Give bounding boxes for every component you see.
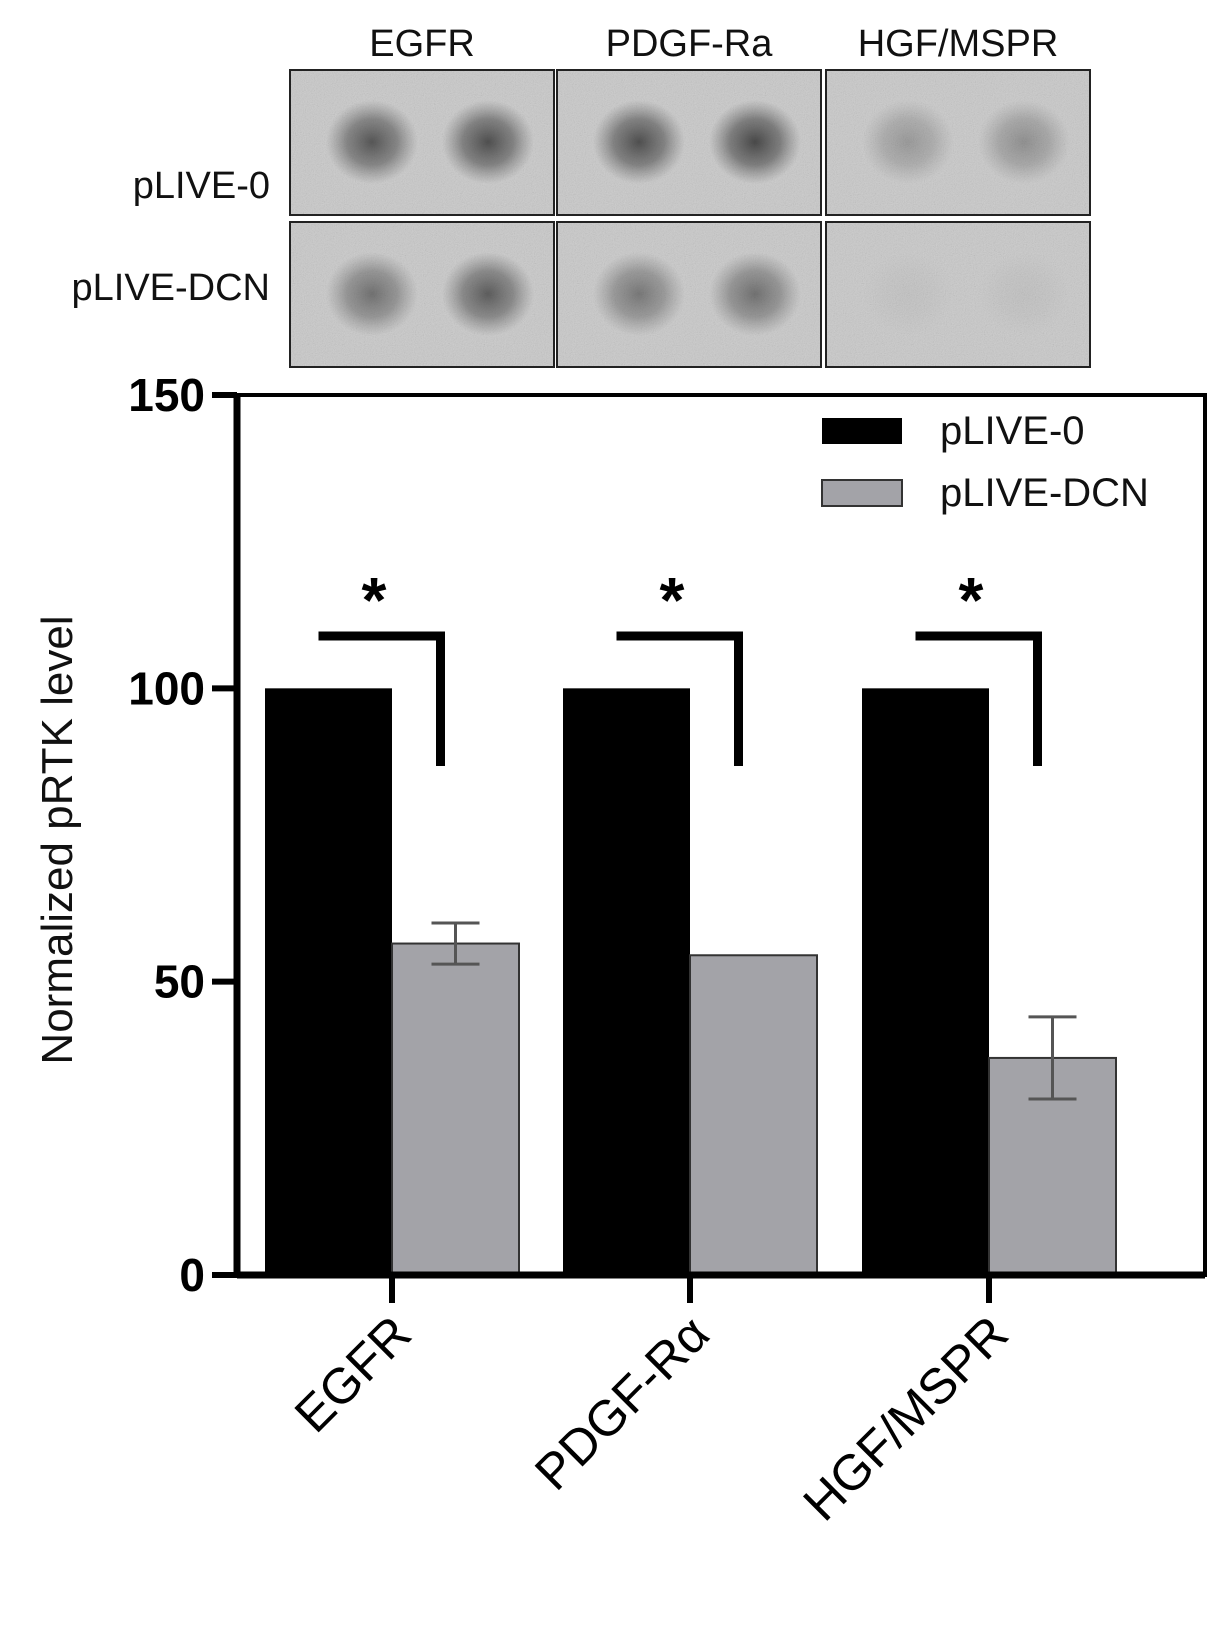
- blot-cell: [556, 69, 822, 216]
- blot-spot: [978, 100, 1070, 184]
- bar-plive-0: [563, 688, 690, 1275]
- error-bar: [431, 921, 480, 966]
- blot-column-label: PDGF-Ra: [606, 23, 774, 65]
- significance-bracket: *: [915, 564, 1042, 766]
- significance-bracket: *: [318, 564, 445, 766]
- bar-plive-0: [862, 688, 989, 1275]
- blot-spot: [862, 100, 954, 184]
- legend-swatch: [821, 479, 903, 507]
- blot-cell: [825, 221, 1091, 368]
- blot-column-label: HGF/MSPR: [858, 23, 1059, 65]
- blot-spot: [593, 252, 685, 336]
- blot-cell: [556, 221, 822, 368]
- blot-cell: [825, 69, 1091, 216]
- legend-swatch: [822, 418, 902, 444]
- legend: pLIVE-0 pLIVE-DCN: [821, 409, 1149, 515]
- significance-star: *: [959, 564, 984, 636]
- significance-star: *: [660, 564, 685, 636]
- y-tick-label: 100: [128, 662, 205, 714]
- bar-plive-dcn: [391, 942, 520, 1276]
- x-tick-label: EGFR: [284, 1305, 422, 1443]
- bar-chart: Normalized pRTK level 0 50 100 150 * * * EGFR…: [33, 369, 1207, 1531]
- blot-spot: [442, 100, 534, 184]
- y-tick-label: 150: [128, 369, 205, 421]
- blot-spot: [442, 252, 534, 336]
- legend-label: pLIVE-0: [940, 409, 1085, 453]
- error-bar: [1028, 1015, 1077, 1101]
- blot-cell: [289, 221, 555, 368]
- blot-spot: [862, 252, 954, 336]
- blot-spot: [326, 252, 418, 336]
- blot-cell: [289, 69, 555, 216]
- y-tick-label: 0: [179, 1249, 205, 1301]
- x-tick-label: HGF/MSPR: [793, 1305, 1019, 1531]
- blot-row-label: pLIVE-DCN: [72, 267, 271, 309]
- significance-star: *: [362, 564, 387, 636]
- y-tick-label: 50: [154, 956, 205, 1008]
- bar-plive-0: [265, 688, 392, 1275]
- bar-plive-dcn: [689, 954, 818, 1276]
- y-axis-label: Normalized pRTK level: [33, 615, 82, 1064]
- x-tick-label: PDGF-Rα: [524, 1305, 720, 1501]
- significance-bracket: *: [616, 564, 743, 766]
- blot-row-label: pLIVE-0: [133, 165, 270, 207]
- blot-spot: [978, 252, 1070, 336]
- blot-spot: [709, 252, 801, 336]
- blot-column-label: EGFR: [369, 23, 475, 65]
- blot-spot: [326, 100, 418, 184]
- blot-spot: [709, 100, 801, 184]
- dot-blot-panel: EGFR PDGF-Ra HGF/MSPR pLIVE-0 pLIVE-DCN: [72, 23, 1091, 368]
- legend-label: pLIVE-DCN: [940, 471, 1149, 515]
- blot-spot: [593, 100, 685, 184]
